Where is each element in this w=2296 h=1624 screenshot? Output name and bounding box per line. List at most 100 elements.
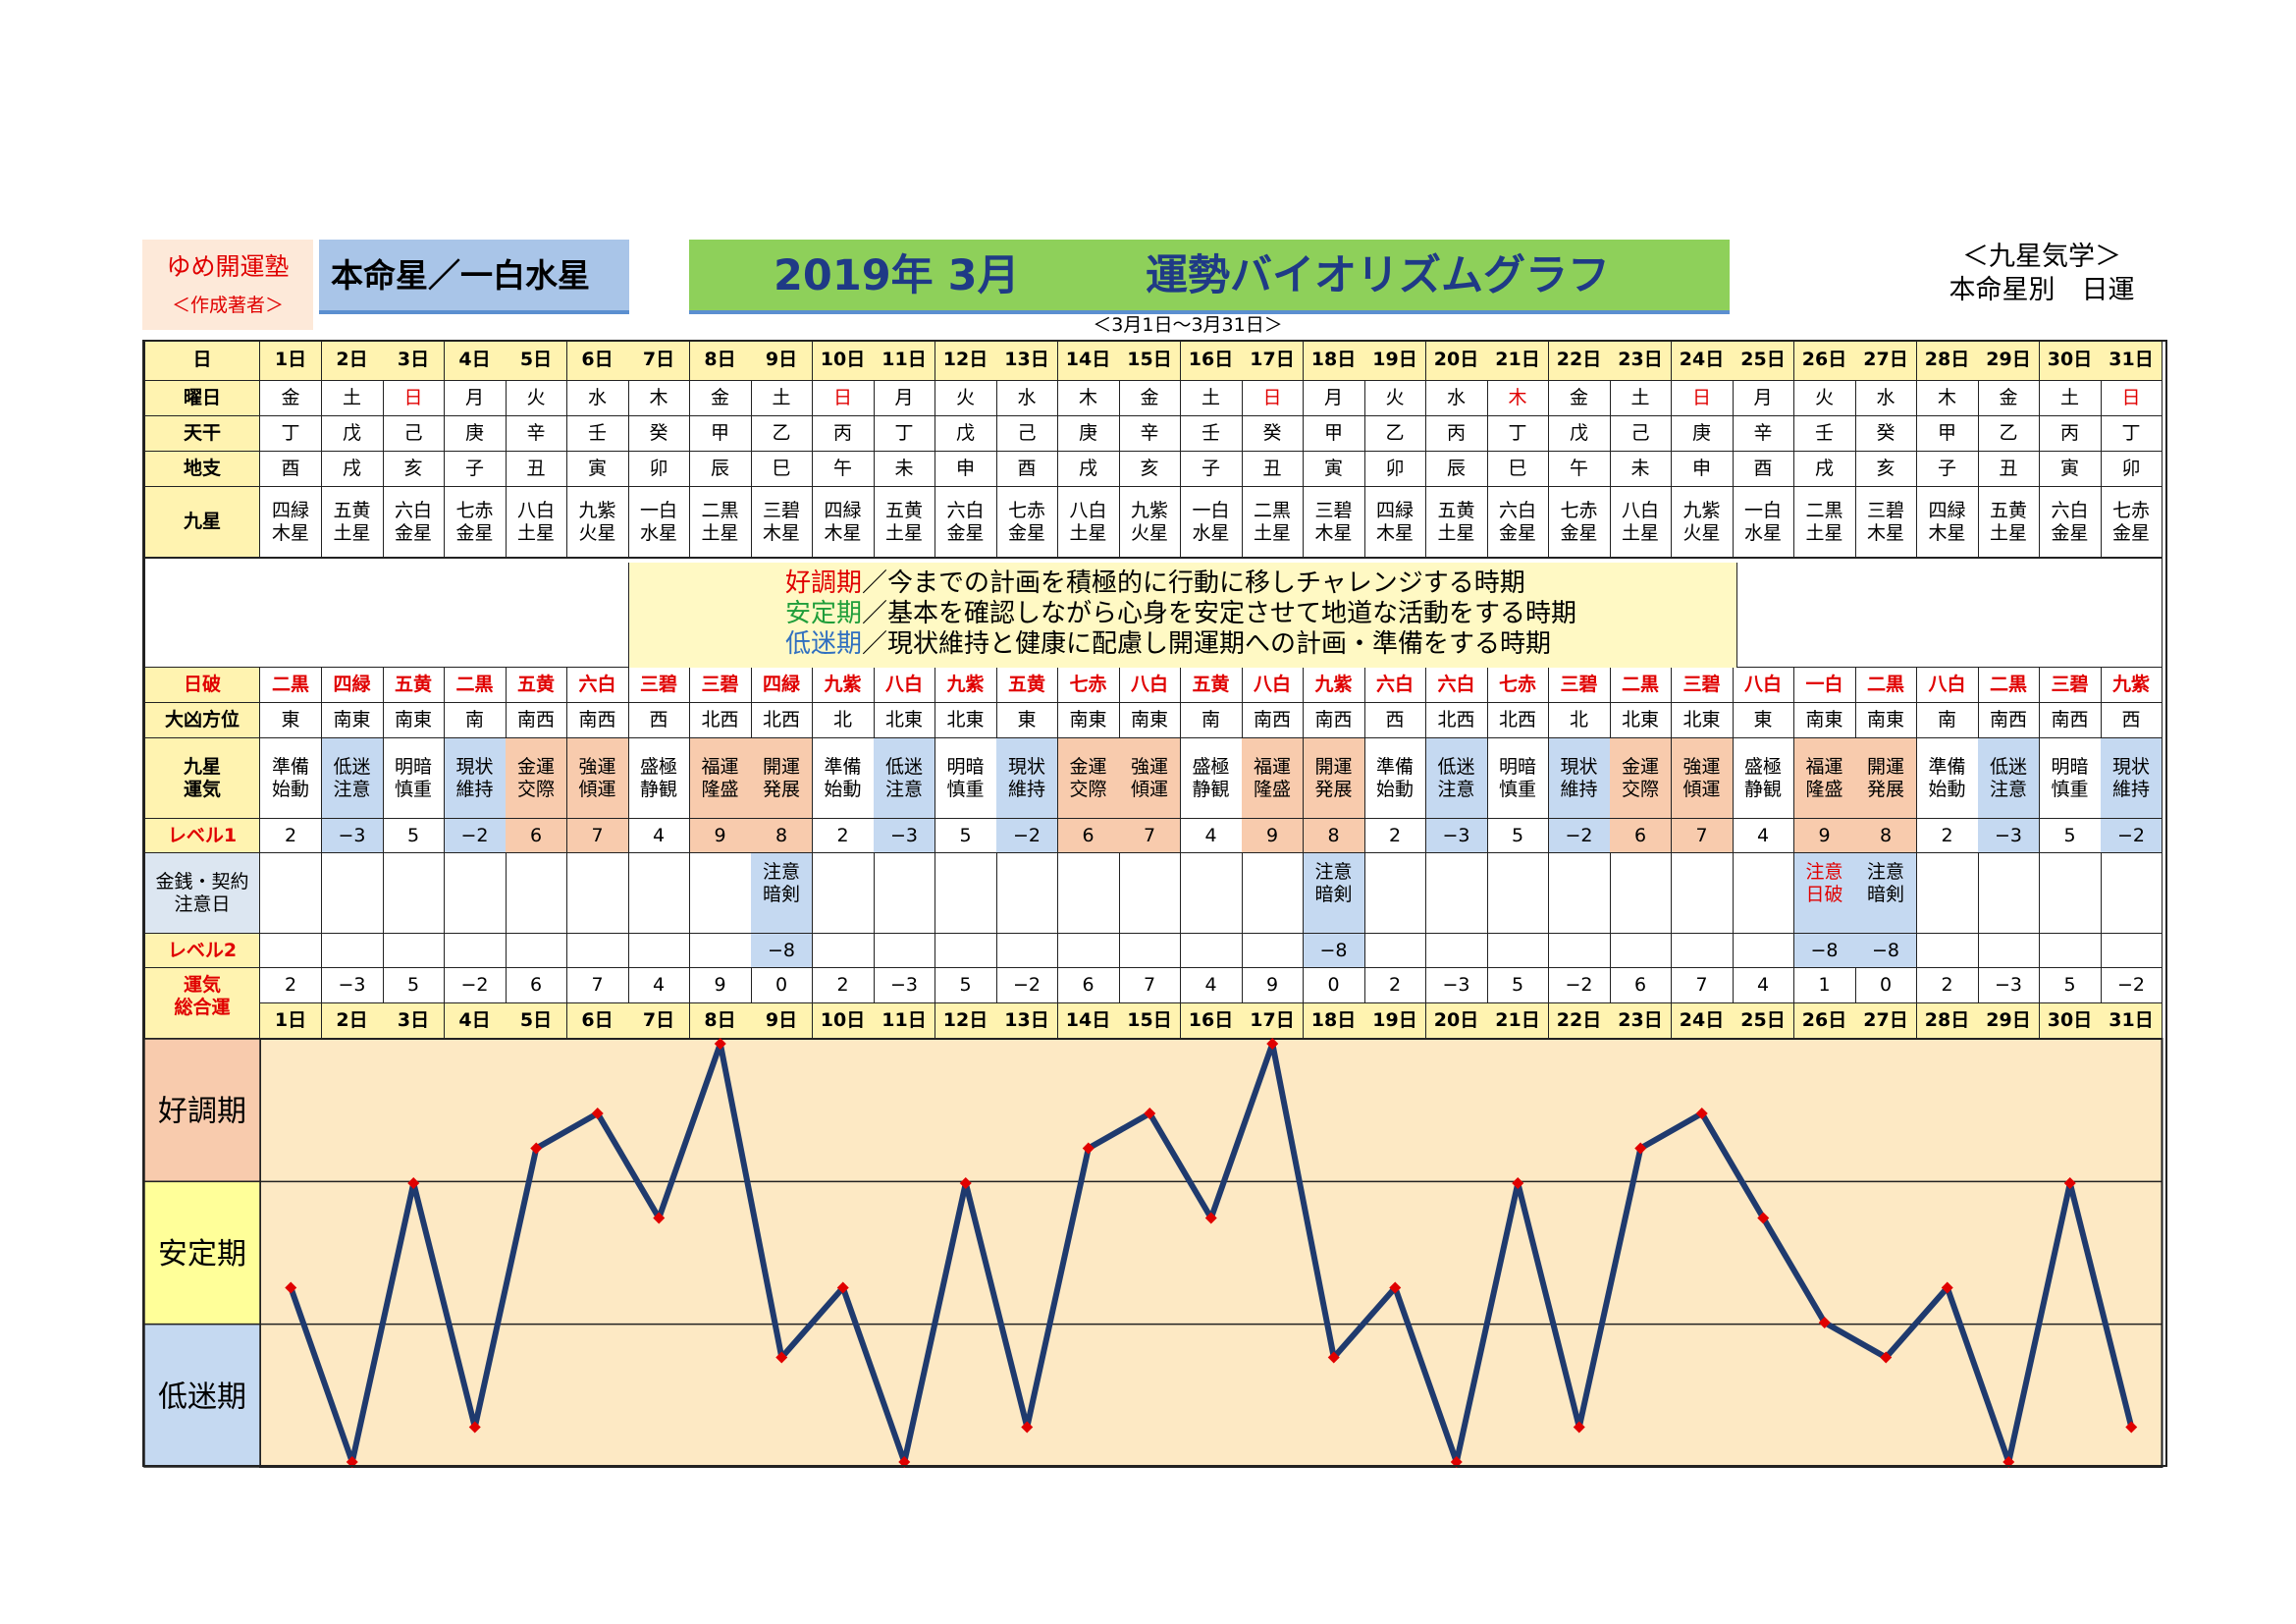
weekday-cell: 水	[1425, 381, 1488, 416]
chishi-cell: 子	[1180, 452, 1243, 487]
kyusei-cell: 二黒 土星	[689, 487, 752, 558]
chishi-cell: 亥	[1119, 452, 1181, 487]
kyusei-cell: 四緑 木星	[1916, 487, 1979, 558]
weekday-cell: 火	[1793, 381, 1856, 416]
kyusei-cell: 三碧 木星	[1303, 487, 1365, 558]
tenkan-cell: 己	[996, 416, 1058, 452]
unki-cell: 福運 隆盛	[689, 738, 752, 819]
daikyo-cell: 東	[996, 703, 1058, 738]
day-cell: 15日	[1119, 340, 1181, 381]
daikyo-cell: 南西	[1978, 703, 2040, 738]
level2-cell	[2101, 934, 2163, 968]
sogo-cell: 2	[260, 968, 322, 1003]
tenkan-cell: 乙	[1978, 416, 2040, 452]
tenkan-cell: 丁	[260, 416, 322, 452]
kyusei-cell: 七赤 金星	[444, 487, 507, 558]
legend-low-text: ／現状維持と健康に配慮し開運期への計画・準備をする時期	[862, 629, 1552, 659]
weekday-cell: 金	[1978, 381, 2040, 416]
kinsen-cell	[321, 853, 384, 934]
nippa-cell: 七赤	[1057, 668, 1120, 703]
legend-row-top-border	[144, 558, 2163, 559]
weekday-cell: 月	[444, 381, 507, 416]
weekday-cell: 水	[996, 381, 1058, 416]
zone-label-text: 好調期	[158, 1095, 246, 1129]
weekday-cell: 水	[566, 381, 629, 416]
kinsen-cell	[1119, 853, 1181, 934]
level2-cell	[1487, 934, 1549, 968]
sogo-day-cell: 15日	[1119, 1003, 1181, 1039]
weekday-cell: 木	[1487, 381, 1549, 416]
day-cell: 19日	[1364, 340, 1426, 381]
kyusei-cell: 九紫 火星	[1119, 487, 1181, 558]
kyusei-cell: 五黄 土星	[321, 487, 384, 558]
sogo-day-cell: 26日	[1793, 1003, 1856, 1039]
unki-cell: 現状 維持	[996, 738, 1058, 819]
kinsen-cell	[1671, 853, 1734, 934]
day-cell: 10日	[812, 340, 875, 381]
weekday-cell: 火	[1364, 381, 1426, 416]
daikyo-cell: 北	[812, 703, 875, 738]
tenkan-cell: 甲	[1303, 416, 1365, 452]
weekday-cell: 木	[1057, 381, 1120, 416]
data-point	[1512, 1177, 1524, 1189]
daikyo-cell: 東	[260, 703, 322, 738]
kyusei-cell: 八白 土星	[1610, 487, 1672, 558]
kyusei-cell: 三碧 木星	[751, 487, 813, 558]
tenkan-cell: 庚	[444, 416, 507, 452]
title-year: 2019年 3月	[774, 251, 1020, 300]
kyusei-cell: 七赤 金星	[996, 487, 1058, 558]
legend-row-left	[144, 558, 628, 668]
nippa-cell: 五黄	[506, 668, 567, 703]
sogo-day-cell: 27日	[1855, 1003, 1917, 1039]
unki-cell: 明暗 慎重	[1487, 738, 1549, 819]
nippa-cell: 三碧	[689, 668, 752, 703]
row-label-nippa: 日破	[144, 668, 260, 703]
nippa-cell: 三碧	[2039, 668, 2102, 703]
tenkan-cell: 辛	[506, 416, 567, 452]
kyusei-cell: 二黒 土星	[1242, 487, 1304, 558]
daikyo-cell: 北東	[934, 703, 997, 738]
chishi-cell: 申	[1671, 452, 1734, 487]
kinsen-cell	[506, 853, 567, 934]
sogo-cell: 2	[812, 968, 875, 1003]
kyusei-cell: 一白 水星	[1180, 487, 1243, 558]
sogo-cell: −3	[874, 968, 935, 1003]
unki-cell: 低迷 注意	[321, 738, 384, 819]
day-cell: 29日	[1978, 340, 2040, 381]
unki-cell: 開運 発展	[751, 738, 813, 819]
daikyo-cell: 南	[1916, 703, 1979, 738]
weekday-cell: 木	[628, 381, 690, 416]
daikyo-cell: 南西	[506, 703, 567, 738]
day-cell: 8日	[689, 340, 752, 381]
daikyo-cell: 東	[1733, 703, 1794, 738]
sogo-cell: 6	[1057, 968, 1120, 1003]
data-point	[2125, 1421, 2138, 1434]
weekday-cell: 金	[689, 381, 752, 416]
level1-cell: −3	[1425, 819, 1488, 853]
weekday-cell: 月	[1303, 381, 1365, 416]
level1-cell: −2	[2101, 819, 2163, 853]
unki-cell: 金運 交際	[1057, 738, 1120, 819]
chishi-cell: 酉	[260, 452, 322, 487]
zone-label-text: 低迷期	[158, 1380, 246, 1414]
data-point	[1818, 1317, 1831, 1328]
data-point	[1266, 1038, 1279, 1050]
day-cell: 22日	[1548, 340, 1611, 381]
chishi-cell: 巳	[1487, 452, 1549, 487]
sogo-day-cell: 28日	[1916, 1003, 1979, 1039]
chishi-cell: 亥	[1855, 452, 1917, 487]
data-point	[775, 1351, 788, 1364]
legend-stable-key: 安定期	[785, 599, 863, 628]
data-point	[1573, 1421, 1585, 1434]
level1-cell: −2	[1548, 819, 1611, 853]
day-cell: 21日	[1487, 340, 1549, 381]
unki-cell: 準備 始動	[812, 738, 875, 819]
data-point	[1634, 1142, 1647, 1155]
nippa-cell: 九紫	[934, 668, 997, 703]
nippa-cell: 九紫	[2101, 668, 2163, 703]
sogo-cell: 2	[1916, 968, 1979, 1003]
kinsen-cell	[1425, 853, 1488, 934]
level1-cell: −3	[1978, 819, 2040, 853]
legend-low-key: 低迷期	[785, 629, 863, 659]
nippa-cell: 四緑	[751, 668, 813, 703]
